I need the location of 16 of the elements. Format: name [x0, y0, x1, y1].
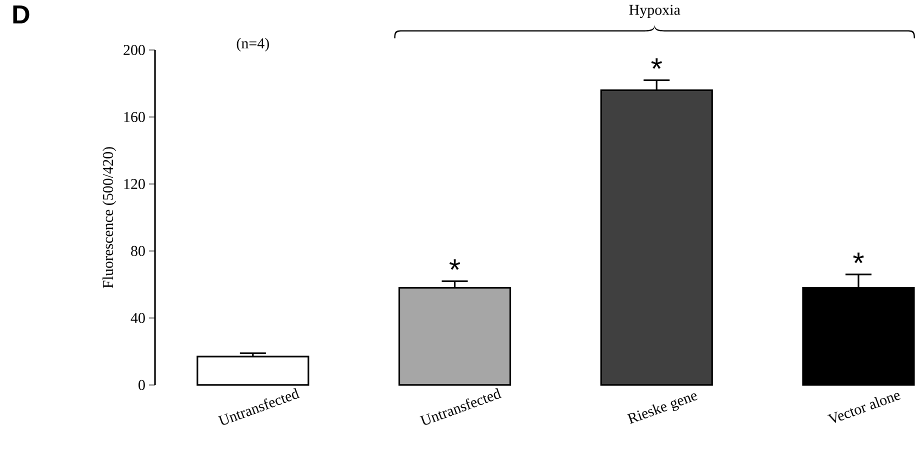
annotation: *	[651, 58, 662, 69]
y-tick-label: 40	[130, 312, 145, 324]
text: D	[13, 6, 30, 24]
text: Hypoxia	[629, 4, 680, 18]
annotation: (n=4)	[236, 38, 269, 52]
x-tick-label: Rieske gene	[626, 393, 698, 424]
y-axis-title: Fluorescence (500/420)	[102, 147, 116, 288]
y-tick-label: 200	[124, 44, 145, 56]
y-tick-label: 160	[124, 112, 145, 122]
annotation: *	[449, 259, 460, 270]
annotation: *	[853, 252, 864, 264]
y-tick-label: 0	[138, 380, 145, 390]
x-tick-label: Vector alone	[827, 392, 901, 423]
bar	[196, 356, 310, 386]
y-tick-label: 80	[131, 246, 145, 256]
y-tick-label: 120	[124, 178, 145, 190]
